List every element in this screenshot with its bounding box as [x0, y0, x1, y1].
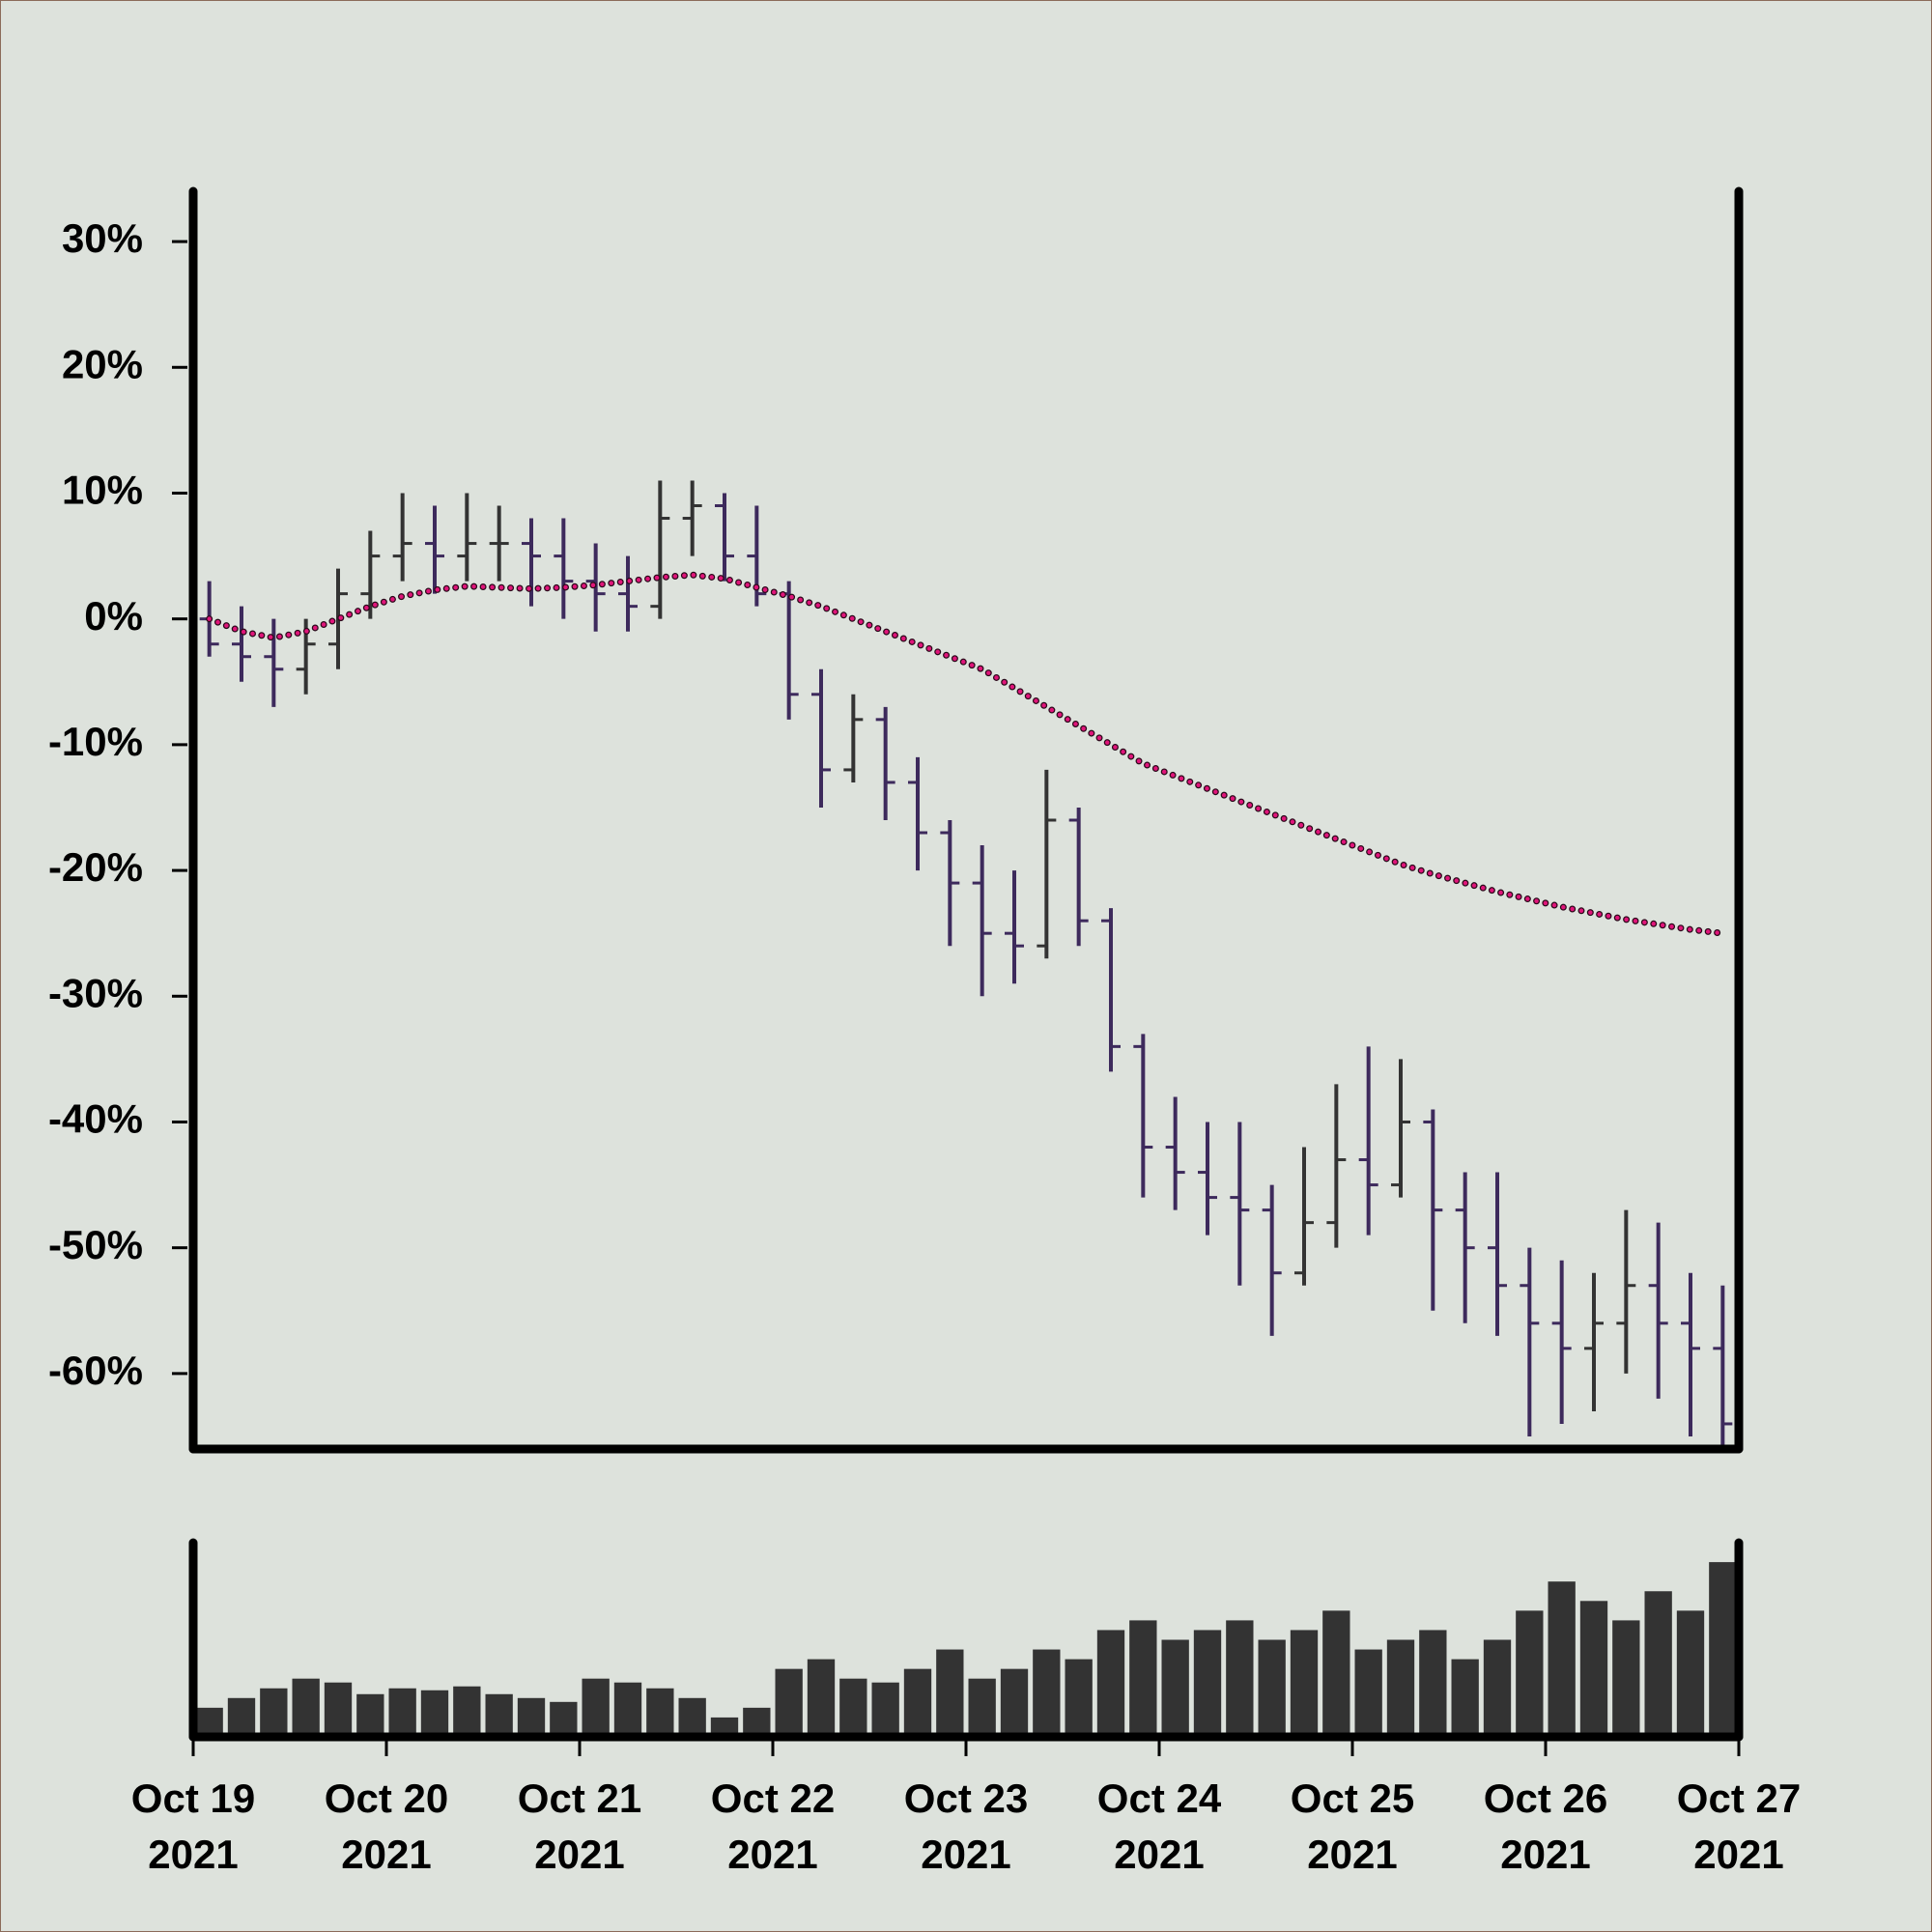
x-tick-label-line: Oct 21 [518, 1776, 641, 1821]
volume-bar [1129, 1620, 1157, 1737]
volume-bar [517, 1697, 546, 1737]
volume-bar [227, 1697, 256, 1737]
volume-bar [1548, 1581, 1576, 1737]
volume-bar [356, 1693, 384, 1737]
volume-bar [871, 1682, 899, 1737]
volume-bar [839, 1678, 867, 1737]
volume-bar [1709, 1562, 1737, 1737]
volume-bar [1161, 1639, 1189, 1737]
volume-bar [453, 1686, 481, 1737]
x-tick-label: Oct 21 2021 [518, 1776, 641, 1877]
x-tick-label-line: Oct 22 [711, 1776, 835, 1821]
volume-bar [775, 1668, 803, 1737]
x-tick-label: Oct 23 2021 [904, 1776, 1028, 1877]
volume-bar [1065, 1659, 1093, 1737]
volume-bar [968, 1678, 996, 1737]
volume-bar [807, 1659, 836, 1737]
x-tick-label-line: 2021 [1307, 1832, 1397, 1877]
volume-bar [1354, 1649, 1382, 1737]
volume-bar [1322, 1610, 1350, 1737]
volume-bar [1644, 1591, 1672, 1737]
x-tick-label-line: 2021 [1114, 1832, 1204, 1877]
volume-bar [195, 1707, 223, 1737]
y-tick-label: 0% [84, 593, 143, 639]
volume-bar [324, 1682, 353, 1737]
x-tick-label-line: Oct 23 [904, 1776, 1028, 1821]
y-tick-label: -40% [48, 1096, 143, 1142]
y-tick-label: -20% [48, 844, 143, 890]
x-tick-label-line: 2021 [148, 1832, 238, 1877]
volume-bar [485, 1693, 513, 1737]
x-tick-label-line: Oct 20 [325, 1776, 448, 1821]
x-tick-label: Oct 26 2021 [1484, 1776, 1607, 1877]
volume-bar [1258, 1639, 1286, 1737]
price-panel: 30% 20% 10% 0% -10% -20% -30% -40% -50% -60% [48, 186, 1744, 1454]
volume-bar [292, 1678, 320, 1737]
x-tick-label-line: 2021 [921, 1832, 1010, 1877]
volume-panel: Oct 19 2021 Oct 20 2021 Oct 21 2021 Oct 22 2021… [131, 1538, 1801, 1877]
x-tick-label: Oct 25 2021 [1291, 1776, 1414, 1877]
y-tick-label: -60% [48, 1348, 143, 1393]
x-tick-label: Oct 24 2021 [1097, 1776, 1222, 1877]
x-tick-label-line: Oct 24 [1097, 1776, 1222, 1821]
volume-bar [1096, 1630, 1125, 1737]
x-tick-label-line: Oct 26 [1484, 1776, 1607, 1821]
x-tick-label-line: 2021 [1500, 1832, 1590, 1877]
volume-bar [550, 1701, 578, 1737]
volume-bar [1451, 1659, 1479, 1737]
volume-bar [743, 1707, 771, 1737]
volume-bar [1386, 1639, 1415, 1737]
volume-bar [1290, 1630, 1319, 1737]
x-tick-label-line: Oct 19 [131, 1776, 255, 1821]
volume-bar [613, 1682, 642, 1737]
y-tick-label: -30% [48, 970, 143, 1015]
x-tick-label-line: 2021 [1693, 1832, 1783, 1877]
x-tick-label-line: 2021 [534, 1832, 624, 1877]
x-tick-label: Oct 27 2021 [1677, 1776, 1801, 1877]
x-tick-label-line: 2021 [727, 1832, 817, 1877]
y-tick-label: 20% [62, 341, 143, 386]
x-tick-label: Oct 22 2021 [711, 1776, 835, 1877]
volume-bar [388, 1688, 416, 1737]
volume-bar [1193, 1630, 1222, 1737]
volume-bar [1000, 1668, 1029, 1737]
volume-bar [1676, 1610, 1705, 1737]
y-tick-label: -50% [48, 1222, 143, 1267]
volume-bar [1226, 1620, 1254, 1737]
volume-bar [646, 1688, 674, 1737]
x-tick-label-line: 2021 [341, 1832, 431, 1877]
volume-bar [903, 1668, 932, 1737]
x-tick-label-line: Oct 25 [1291, 1776, 1414, 1821]
volume-bar [1579, 1601, 1608, 1737]
y-tick-label: 10% [62, 468, 143, 513]
volume-bar [1033, 1649, 1061, 1737]
volume-bar [1419, 1630, 1447, 1737]
y-tick-label: 30% [62, 215, 143, 261]
volume-bar [420, 1690, 449, 1737]
volume-bar [1612, 1620, 1640, 1737]
volume-bar [1483, 1639, 1512, 1737]
volume-bar [710, 1717, 739, 1737]
volume-bar [936, 1649, 964, 1737]
x-tick-label: Oct 19 2021 [131, 1776, 255, 1877]
volume-bar [1516, 1610, 1544, 1737]
x-tick-label-line: Oct 27 [1677, 1776, 1801, 1821]
moving-average-outline [206, 571, 1726, 937]
volume-bar [260, 1688, 288, 1737]
x-tick-label: Oct 20 2021 [325, 1776, 448, 1877]
y-tick-label: -10% [48, 719, 143, 764]
volume-bar [678, 1697, 706, 1737]
volume-bar [582, 1678, 610, 1737]
